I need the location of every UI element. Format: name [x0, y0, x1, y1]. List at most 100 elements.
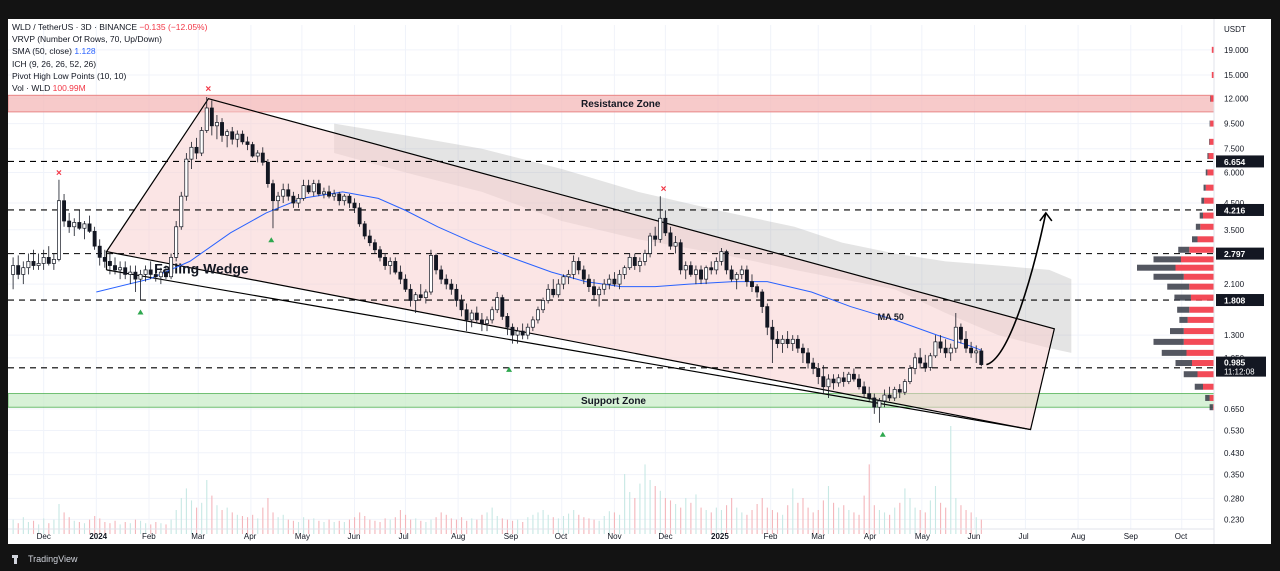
candle-body: [77, 222, 82, 229]
price-tick-label: 19.000: [1224, 46, 1249, 55]
candle-body: [892, 389, 897, 399]
volume-bar: [598, 520, 600, 534]
volume-bar: [817, 510, 819, 534]
wedge-lower-line: [106, 269, 1031, 431]
volume-bar: [185, 488, 187, 534]
candle-body: [62, 200, 67, 222]
candle-body: [729, 269, 734, 280]
candle: [530, 316, 535, 332]
candle-body: [286, 189, 291, 197]
candle-body: [128, 271, 133, 275]
volume-profile-down: [1181, 256, 1214, 263]
price-change: −0.135 (−12.05%): [139, 22, 208, 32]
support-zone-label: Support Zone: [581, 396, 646, 407]
candle: [688, 261, 693, 277]
candle-body: [602, 283, 607, 290]
candle-body: [546, 288, 551, 301]
candle-body: [479, 319, 484, 324]
volume-bar: [343, 522, 345, 534]
candle: [734, 272, 739, 290]
candle-body: [831, 378, 836, 384]
candle: [739, 265, 744, 280]
candle-body: [653, 235, 658, 240]
currency-label: USDT: [1224, 25, 1246, 34]
candle-body: [316, 183, 321, 195]
candle: [612, 272, 617, 287]
bar-countdown-text: 11:12:08: [1224, 368, 1255, 377]
volume-bar: [12, 519, 14, 534]
volume-profile-up: [1209, 404, 1213, 411]
indicator-pivots[interactable]: Pivot High Low Points (10, 10): [12, 70, 207, 82]
candle: [913, 352, 917, 375]
volume-bar: [914, 507, 916, 534]
volume-bar: [720, 510, 723, 534]
candle: [174, 221, 179, 262]
volume-bar: [868, 464, 870, 534]
volume-bar: [384, 518, 386, 534]
volume-bar: [211, 495, 213, 534]
volume-bar: [792, 488, 794, 534]
candle: [826, 374, 831, 398]
pivot-high-marker: ×: [661, 184, 667, 195]
volume-bar: [593, 519, 595, 534]
volume-bar: [389, 519, 391, 534]
candle: [882, 389, 887, 408]
volume-bar: [889, 514, 891, 534]
candle-body: [87, 223, 92, 232]
volume-profile-down: [1211, 71, 1214, 78]
price-chart[interactable]: Resistance Zone Support Zone Falling Wedge…: [8, 19, 1271, 544]
volume-profile-up: [1194, 383, 1203, 390]
volume-profile-up: [1179, 316, 1188, 323]
candle-body: [739, 269, 744, 275]
candle: [485, 316, 489, 332]
volume-bar: [766, 507, 768, 534]
candle-body: [31, 261, 36, 266]
candle-body: [439, 269, 444, 280]
candle: [57, 179, 61, 262]
candle-body: [505, 316, 510, 328]
level-price-text: 4.216: [1224, 205, 1246, 215]
volume-bar: [527, 517, 529, 534]
candle-body: [510, 326, 515, 336]
symbol-line[interactable]: WLD / TetherUS · 3D · BINANCE −0.135 (−1…: [12, 21, 207, 33]
brand-name: TradingView: [28, 554, 78, 564]
pivot-low-marker: [137, 309, 144, 315]
volume-bar: [369, 519, 371, 534]
indicator-vrvp[interactable]: VRVP (Number Of Rows, 70, Up/Down): [12, 33, 207, 45]
candle: [846, 371, 851, 385]
candle: [138, 269, 143, 301]
volume-bar: [873, 505, 875, 534]
candle-body: [337, 193, 342, 202]
volume-bar: [313, 518, 315, 534]
candle-body: [92, 230, 97, 247]
candle: [332, 189, 337, 201]
volume-bar: [700, 507, 702, 534]
level-price-tag: [1216, 247, 1264, 260]
candle-body: [775, 338, 780, 344]
candle: [693, 265, 698, 285]
indicator-ichimoku[interactable]: ICH (9, 26, 26, 52, 26): [12, 58, 207, 70]
candle: [316, 179, 321, 197]
time-tick-label: Dec: [658, 532, 672, 541]
volume-bar: [486, 512, 488, 534]
indicator-volume[interactable]: Vol · WLD 100.99M: [12, 82, 207, 94]
volume-bar: [537, 512, 539, 534]
tradingview-logo[interactable]: TradingView: [12, 554, 78, 564]
candle-body: [82, 223, 87, 229]
candle-body: [612, 278, 617, 285]
volume-bar: [578, 514, 580, 534]
candle: [943, 339, 948, 358]
current-price-text: 0.985: [1224, 358, 1246, 368]
candle: [541, 297, 546, 314]
candle-body: [637, 261, 642, 266]
time-tick-label: Jun: [967, 532, 980, 541]
volume-bar: [333, 522, 335, 534]
volume-bar: [522, 522, 524, 534]
resistance-zone-label: Resistance Zone: [581, 99, 661, 110]
volume-bar: [471, 518, 473, 534]
candle: [775, 331, 780, 349]
indicator-sma[interactable]: SMA (50, close) 1.128: [12, 45, 207, 57]
chart-area[interactable]: Resistance Zone Support Zone Falling Wedge…: [8, 19, 1271, 544]
volume-bar: [695, 494, 697, 534]
